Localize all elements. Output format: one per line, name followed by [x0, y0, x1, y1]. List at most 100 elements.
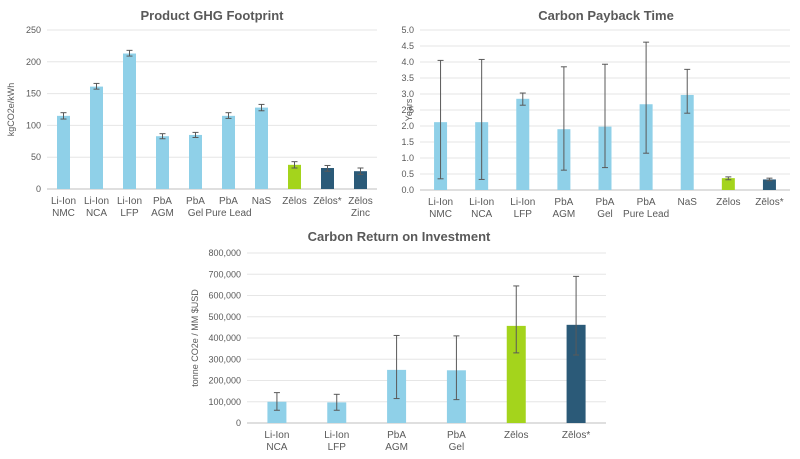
x-tick-label: Li-Ion NCA — [469, 197, 494, 220]
y-tick-label: 200,000 — [208, 376, 241, 386]
x-tick-label-line: NCA — [471, 209, 492, 220]
x-tick-label-line: PbA — [153, 196, 172, 207]
y-tick-label: 0 — [36, 184, 41, 194]
x-tick-label-line: AGM — [151, 208, 174, 219]
x-tick-label-line: Zēlos — [504, 430, 528, 441]
chart-title: Carbon Payback Time — [538, 8, 674, 23]
x-tick-label: PbA AGM — [151, 196, 174, 219]
y-tick-label: 1.5 — [401, 137, 414, 147]
y-tick-label: 1.0 — [401, 153, 414, 163]
bar — [267, 401, 287, 423]
x-tick-label-line: PbA — [186, 196, 205, 207]
x-tick-label-line: Li-Ion — [428, 197, 453, 208]
x-tick-label-line: Zēlos — [282, 196, 306, 207]
bar — [255, 107, 268, 189]
bar — [57, 115, 70, 189]
chart-ghg-footprint: Product GHG Footprint kgCO2e/kWh 0 50 100 150… — [6, 8, 377, 219]
x-tick-label: PbA Pure Lead — [623, 197, 669, 220]
chart-title: Product GHG Footprint — [141, 8, 285, 23]
x-tick-label: Li-Ion LFP — [117, 196, 142, 219]
y-tick-label: 3.0 — [401, 89, 414, 99]
x-tick-label-line: NMC — [52, 208, 75, 219]
x-tick-label: Li-Ion NMC — [428, 197, 453, 220]
x-tick-label: Li-Ion LFP — [510, 197, 535, 220]
y-tick-label: 150 — [26, 89, 41, 99]
x-tick-label-line: Li-Ion — [264, 430, 289, 441]
x-tick-label-line: PbA — [554, 197, 573, 208]
x-tick-label-line: PbA — [596, 197, 615, 208]
y-axis-label: kgCO2e/kWh — [6, 83, 16, 137]
x-tick-label: Zēlos Zinc — [348, 196, 372, 219]
x-tick-label: PbA Gel — [186, 196, 205, 219]
x-tick-label: Zēlos* — [755, 197, 783, 208]
y-tick-label: 5.0 — [401, 25, 414, 35]
y-tick-label: 800,000 — [208, 248, 241, 258]
bar — [327, 402, 347, 423]
x-tick-label: Li-Ion NCA — [264, 430, 289, 453]
y-tick-label: 4.0 — [401, 57, 414, 67]
x-tick-label: Zēlos* — [313, 196, 341, 207]
bar — [506, 325, 526, 423]
x-tick-label-line: PbA — [387, 430, 406, 441]
x-tick-label: NaS — [677, 197, 697, 208]
x-tick-label-line: Zēlos* — [755, 197, 783, 208]
y-tick-label: 4.5 — [401, 41, 414, 51]
x-tick-label-line: Li-Ion — [324, 430, 349, 441]
y-tick-label: 700,000 — [208, 269, 241, 279]
y-tick-label: 50 — [31, 152, 41, 162]
x-tick-label: Zēlos — [504, 430, 528, 441]
bar — [762, 179, 776, 190]
y-axis-label: tonne CO2e / MM $USD — [190, 289, 200, 387]
y-tick-label: 100,000 — [208, 397, 241, 407]
bar — [680, 94, 694, 190]
bar — [516, 98, 530, 190]
x-tick-label-line: PbA — [637, 197, 656, 208]
x-tick-label: Zēlos — [282, 196, 306, 207]
x-tick-label-line: LFP — [328, 442, 347, 453]
y-tick-label: 0.0 — [401, 185, 414, 195]
x-tick-label: PbA AGM — [552, 197, 575, 220]
x-tick-label: Zēlos — [716, 197, 740, 208]
bar — [721, 178, 735, 190]
bar — [123, 53, 136, 190]
bar — [156, 136, 169, 189]
bar — [222, 115, 235, 189]
y-tick-label: 0.5 — [401, 169, 414, 179]
x-tick-label-line: PbA — [447, 430, 466, 441]
x-tick-label: PbA Gel — [596, 197, 615, 220]
x-tick-label-line: Zinc — [351, 208, 370, 219]
x-tick-label: PbA AGM — [385, 430, 408, 453]
x-tick-label-line: Gel — [597, 209, 613, 220]
x-tick-label: Li-Ion NCA — [84, 196, 109, 219]
x-tick-label: PbA Gel — [447, 430, 466, 453]
y-tick-label: 2.5 — [401, 105, 414, 115]
y-tick-label: 300,000 — [208, 354, 241, 364]
x-tick-label: NaS — [252, 196, 272, 207]
bar — [321, 168, 334, 189]
x-tick-label-line: NaS — [677, 197, 697, 208]
x-tick-label-line: NMC — [429, 209, 452, 220]
bar — [90, 86, 103, 189]
x-tick-label-line: Li-Ion — [510, 197, 535, 208]
x-tick-label-line: Pure Lead — [623, 209, 669, 220]
x-tick-label-line: NaS — [252, 196, 272, 207]
bar — [566, 324, 586, 423]
x-tick-label-line: Zēlos — [348, 196, 372, 207]
y-axis-label: Years — [404, 98, 414, 121]
x-tick-label-line: Li-Ion — [51, 196, 76, 207]
y-tick-label: 500,000 — [208, 312, 241, 322]
x-tick-label-line: AGM — [385, 442, 408, 453]
x-tick-label-line: Li-Ion — [117, 196, 142, 207]
x-tick-label-line: Pure Lead — [205, 208, 251, 219]
x-tick-label: PbA Pure Lead — [205, 196, 251, 219]
x-tick-label-line: LFP — [120, 208, 139, 219]
y-tick-label: 100 — [26, 120, 41, 130]
x-tick-label-line: Gel — [188, 208, 204, 219]
x-tick-label: Li-Ion LFP — [324, 430, 349, 453]
x-tick-label-line: Li-Ion — [469, 197, 494, 208]
x-tick-label-line: PbA — [219, 196, 238, 207]
x-tick-label-line: Zēlos* — [562, 430, 590, 441]
chart-carbon-payback: Carbon Payback Time Years 0.0 0.5 1.0 1.5 2.0 2… — [401, 8, 790, 220]
bar — [189, 134, 202, 189]
